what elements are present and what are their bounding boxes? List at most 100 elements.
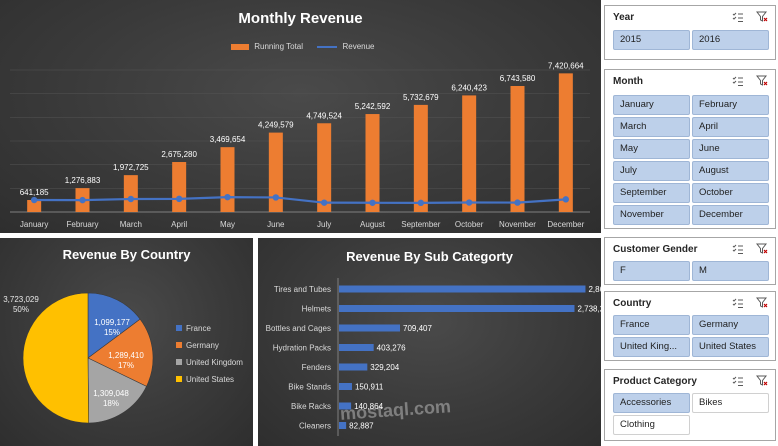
slicer-title: Country	[613, 298, 652, 309]
bar-october	[462, 95, 477, 212]
x-tick-label: July	[317, 220, 331, 229]
slicer-item-bikes[interactable]: Bikes	[692, 393, 769, 413]
bar-december	[558, 73, 573, 212]
pie-slice-france	[87, 292, 141, 359]
bar-may	[220, 147, 235, 212]
revenue-point	[30, 196, 38, 204]
data-label: 3,469,654	[210, 135, 246, 144]
revenue-line	[34, 196, 566, 204]
data-label: 6,240,423	[451, 83, 487, 92]
month-slicer[interactable]: Month January February March April May J…	[604, 69, 776, 229]
x-tick-label: January	[20, 220, 48, 229]
legend-swatch-revenue	[317, 45, 338, 48]
chart-title: Revenue By Sub Categorty	[346, 249, 513, 264]
chart-title: Monthly Revenue	[238, 10, 363, 27]
bar-january	[27, 200, 42, 212]
clear-filter-icon[interactable]	[756, 243, 768, 255]
y-tick-label: Bike Racks	[291, 402, 331, 411]
x-tick-label: February	[66, 220, 98, 229]
revenue-point	[175, 195, 183, 203]
data-label: 403,276	[377, 344, 406, 353]
slicer-item-march[interactable]: March	[613, 117, 690, 137]
y-tick-label: Cleaners	[299, 422, 331, 431]
revenue-point	[272, 194, 280, 201]
x-tick-label: June	[267, 220, 285, 229]
legend-label: United States	[186, 375, 234, 384]
slicer-item-f[interactable]: F	[613, 261, 690, 281]
slicer-item-2016[interactable]: 2016	[692, 30, 769, 50]
clear-filter-icon[interactable]	[756, 11, 768, 23]
multi-select-icon[interactable]	[732, 243, 744, 255]
slicer-item-july[interactable]: July	[613, 161, 690, 181]
slicer-item-france[interactable]: France	[613, 315, 690, 335]
legend-swatch	[176, 376, 182, 382]
data-label: 4,249,579	[258, 121, 294, 130]
x-tick-label: September	[401, 220, 440, 229]
year-slicer[interactable]: Year 2015 2016	[604, 5, 776, 60]
slicer-item-january[interactable]: January	[613, 95, 690, 115]
slicer-item-clothing[interactable]: Clothing	[613, 415, 690, 435]
slice-value-label: 1,099,177	[94, 318, 130, 327]
slicer-header: Month	[605, 70, 775, 92]
country-slicer[interactable]: Country France Germany United King... Un…	[604, 291, 776, 361]
legend-label-running-total: Running Total	[254, 42, 304, 52]
slicer-item-june[interactable]: June	[692, 139, 769, 159]
bar-april	[172, 162, 187, 212]
data-label: 150,911	[355, 383, 384, 392]
clear-filter-icon[interactable]	[756, 297, 768, 309]
data-label: 140,864	[354, 402, 383, 411]
slice-percent-label: 18%	[103, 399, 119, 408]
multi-select-icon[interactable]	[732, 11, 744, 23]
bar-cleaners	[339, 422, 347, 429]
slice-percent-label: 15%	[104, 328, 120, 337]
multi-select-icon[interactable]	[732, 375, 744, 387]
slicer-item-november[interactable]: November	[613, 205, 690, 225]
slicer-item-may[interactable]: May	[613, 139, 690, 159]
subcategory-bar-plot: Tires and Tubes 2,865,915 Helmets 2,738,210…	[266, 278, 601, 436]
clear-filter-icon[interactable]	[756, 375, 768, 387]
slicer-item-united-states[interactable]: United States	[692, 337, 769, 357]
slicer-item-accessories[interactable]: Accessories	[613, 393, 690, 413]
revenue-by-country-chart[interactable]: Revenue By Country 1,099,177 15% 1,289,410…	[0, 238, 253, 446]
x-tick-label: December	[547, 220, 584, 229]
customer-gender-slicer[interactable]: Customer Gender F M	[604, 237, 776, 285]
revenue-point	[465, 199, 473, 206]
legend-swatch-running-total	[231, 43, 249, 50]
slicer-item-2015[interactable]: 2015	[613, 30, 690, 50]
slicer-item-united-kingdom[interactable]: United King...	[613, 337, 690, 357]
multi-select-icon[interactable]	[732, 75, 744, 87]
product-category-slicer[interactable]: Product Category Accessories Bikes Cloth…	[604, 369, 776, 441]
slicer-header: Product Category	[605, 370, 775, 392]
slicer-item-september[interactable]: September	[613, 183, 690, 203]
y-tick-label: Helmets	[302, 305, 331, 314]
y-tick-label: Fenders	[302, 363, 331, 372]
slicer-item-december[interactable]: December	[692, 205, 769, 225]
x-tick-label: May	[220, 220, 235, 229]
multi-select-icon[interactable]	[732, 297, 744, 309]
legend-swatch	[176, 342, 182, 348]
slicer-item-germany[interactable]: Germany	[692, 315, 769, 335]
legend-swatch	[176, 325, 182, 331]
clear-filter-icon[interactable]	[756, 75, 768, 87]
bar-september	[413, 104, 428, 212]
monthly-revenue-chart[interactable]: Monthly Revenue Running Total Revenue 64…	[0, 0, 601, 233]
slicer-item-february[interactable]: February	[692, 95, 769, 115]
slicer-item-october[interactable]: October	[692, 183, 769, 203]
slicer-item-april[interactable]: April	[692, 117, 769, 137]
slicer-header: Country	[605, 292, 775, 314]
slicer-item-august[interactable]: August	[692, 161, 769, 181]
revenue-point	[514, 199, 521, 206]
data-label: 5,732,679	[403, 93, 439, 102]
pie-slice-united-kingdom	[87, 357, 147, 424]
data-label: 1,972,725	[113, 163, 149, 172]
monthly-revenue-plot: 641,185 January 1,276,883 February 1,972,725…	[10, 61, 590, 229]
slicer-title: Month	[613, 76, 643, 87]
data-label: 709,407	[403, 324, 432, 333]
slice-percent-label: 50%	[13, 305, 29, 314]
x-tick-label: August	[360, 220, 386, 229]
revenue-by-subcategory-chart[interactable]: Revenue By Sub Categorty Tires and Tubes…	[258, 238, 601, 446]
data-label: 7,420,664	[548, 61, 584, 70]
y-tick-label: Tires and Tubes	[274, 285, 331, 294]
slicer-item-m[interactable]: M	[692, 261, 769, 281]
